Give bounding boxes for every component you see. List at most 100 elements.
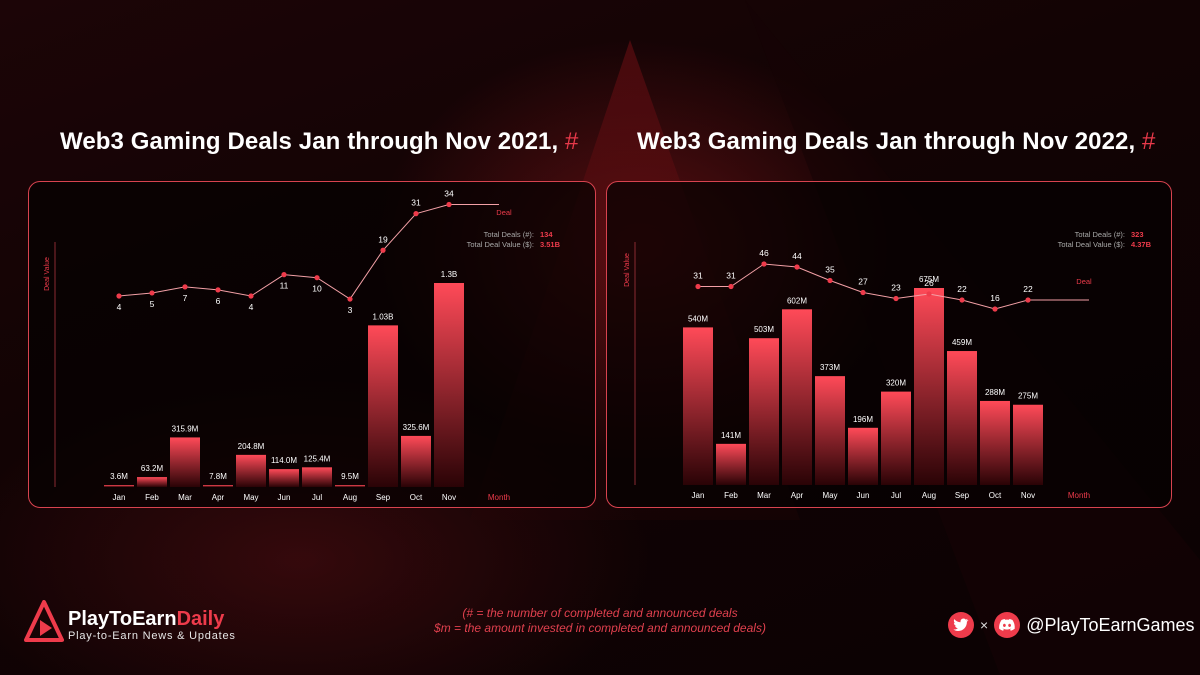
x-tick-label: Mar xyxy=(178,493,192,502)
bar-value-label: 275M xyxy=(1018,392,1038,401)
bar-value-label: 288M xyxy=(985,388,1005,397)
playtoearn-logo xyxy=(24,600,64,642)
x-tick-label: Mar xyxy=(757,491,771,500)
deal-count-label: 27 xyxy=(858,277,868,287)
deal-count-point xyxy=(446,201,452,208)
deal-count-point xyxy=(1025,297,1031,303)
total-value-value: 4.37B xyxy=(1131,240,1152,249)
deal-count-label: 35 xyxy=(825,265,835,275)
bar-value-label: 315.9M xyxy=(172,424,199,433)
bar-value-label: 7.8M xyxy=(209,472,227,481)
bar-apr xyxy=(782,309,812,485)
x-tick-label: Apr xyxy=(212,493,225,502)
hash-symbol: # xyxy=(1142,128,1156,155)
legend-deal: Deal xyxy=(1076,277,1092,286)
x-tick-label: May xyxy=(822,491,837,500)
bar-aug xyxy=(914,288,944,485)
bar-may xyxy=(236,454,266,487)
deal-count-point xyxy=(761,261,767,267)
deal-count-point xyxy=(380,247,386,253)
bar-value-label: 1.3B xyxy=(441,270,457,279)
deal-count-point xyxy=(728,283,734,290)
deal-count-label: 10 xyxy=(312,284,322,294)
hash-symbol: # xyxy=(565,128,579,155)
deal-count-label: 34 xyxy=(444,189,454,199)
social-links: × @PlayToEarnGames xyxy=(948,612,1195,638)
deal-count-label: 23 xyxy=(891,283,901,293)
bar-value-label: 196M xyxy=(853,415,873,424)
bar-value-label: 540M xyxy=(688,314,708,323)
deal-count-point xyxy=(992,306,998,312)
bar-sep xyxy=(947,351,977,485)
bar-value-label: 1.03B xyxy=(373,312,394,321)
chart-title-2021: Web3 Gaming Deals Jan through Nov 2021, … xyxy=(60,128,579,155)
deal-count-point xyxy=(116,293,122,299)
x-tick-label: Jan xyxy=(113,493,126,502)
deal-count-point xyxy=(215,287,221,293)
total-value-label: Total Deal Value ($): xyxy=(1058,240,1125,249)
deal-count-label: 22 xyxy=(957,284,967,294)
footnote: (# = the number of completed and announc… xyxy=(400,606,800,636)
total-deals-label: Total Deals (#): xyxy=(484,230,534,239)
deal-count-label: 5 xyxy=(150,299,155,309)
bar-value-label: 325.6M xyxy=(403,423,430,432)
bar-aug xyxy=(335,485,365,487)
chart-panel-2022: Deal Value 540M Jan 141M Feb 503M Mar 602M Apr 37… xyxy=(606,181,1172,508)
deal-count-label: 46 xyxy=(759,248,769,258)
x-tick-label: Feb xyxy=(724,491,738,500)
bar-jan xyxy=(683,327,713,485)
chart-2021: Deal Value 3.6M Jan 63.2M Feb 315.9M Mar 7.8M Ap… xyxy=(44,189,561,503)
bar-value-label: 204.8M xyxy=(238,442,265,451)
deal-count-point xyxy=(281,272,287,278)
total-deals-label: Total Deals (#): xyxy=(1075,230,1125,239)
social-handle[interactable]: @PlayToEarnGames xyxy=(1026,614,1195,635)
footnote-line-2: $m = the amount invested in completed an… xyxy=(434,621,766,635)
total-deals-value: 134 xyxy=(540,230,553,239)
bar-oct xyxy=(401,435,431,487)
deal-count-label: 44 xyxy=(792,251,802,261)
x-axis-label: Month xyxy=(488,493,510,502)
total-value-label: Total Deal Value ($): xyxy=(467,240,534,249)
x-axis-label: Month xyxy=(1068,491,1090,500)
chart-title-2022: Web3 Gaming Deals Jan through Nov 2022, … xyxy=(637,128,1156,155)
deal-count-label: 31 xyxy=(693,271,703,281)
bar-value-label: 602M xyxy=(787,296,807,305)
deal-count-point xyxy=(893,295,899,302)
y-axis-label: Deal Value xyxy=(44,257,51,291)
discord-icon[interactable] xyxy=(994,612,1021,638)
legend-deal: Deal xyxy=(496,208,512,217)
bar-mar xyxy=(749,338,779,485)
x-tick-label: Jun xyxy=(278,493,291,502)
bar-nov xyxy=(1013,404,1043,485)
deal-count-label: 26 xyxy=(924,278,934,288)
bar-feb xyxy=(716,443,746,485)
bar-value-label: 125.4M xyxy=(304,454,331,463)
bar-jun xyxy=(848,427,878,485)
x-tick-label: Apr xyxy=(791,491,804,500)
deal-count-label: 6 xyxy=(216,296,221,306)
bar-value-label: 3.6M xyxy=(110,472,128,481)
total-value-value: 3.51B xyxy=(540,240,561,249)
bar-value-label: 114.0M xyxy=(271,456,297,465)
twitter-icon[interactable] xyxy=(948,612,974,638)
deal-count-point xyxy=(959,297,965,303)
deal-count-point xyxy=(695,283,701,290)
x-tick-label: Sep xyxy=(955,491,970,500)
x-tick-label: Nov xyxy=(442,493,456,502)
x-tick-label: Oct xyxy=(410,493,423,502)
brand-tagline: Play-to-Earn News & Updates xyxy=(68,630,236,642)
bar-apr xyxy=(203,485,233,487)
bar-value-label: 373M xyxy=(820,363,840,372)
bar-value-label: 459M xyxy=(952,338,972,347)
bar-jul xyxy=(302,467,332,487)
deal-count-point xyxy=(314,275,320,281)
bar-value-label: 503M xyxy=(754,325,774,334)
x-tick-label: Aug xyxy=(922,491,936,500)
bar-jan xyxy=(104,485,134,487)
x-tick-label: Jun xyxy=(857,491,870,500)
x-tick-label: Sep xyxy=(376,493,391,502)
x-tick-label: Nov xyxy=(1021,491,1035,500)
x-tick-label: Oct xyxy=(989,491,1002,500)
x-tick-label: Jan xyxy=(692,491,705,500)
bar-jun xyxy=(269,469,299,487)
